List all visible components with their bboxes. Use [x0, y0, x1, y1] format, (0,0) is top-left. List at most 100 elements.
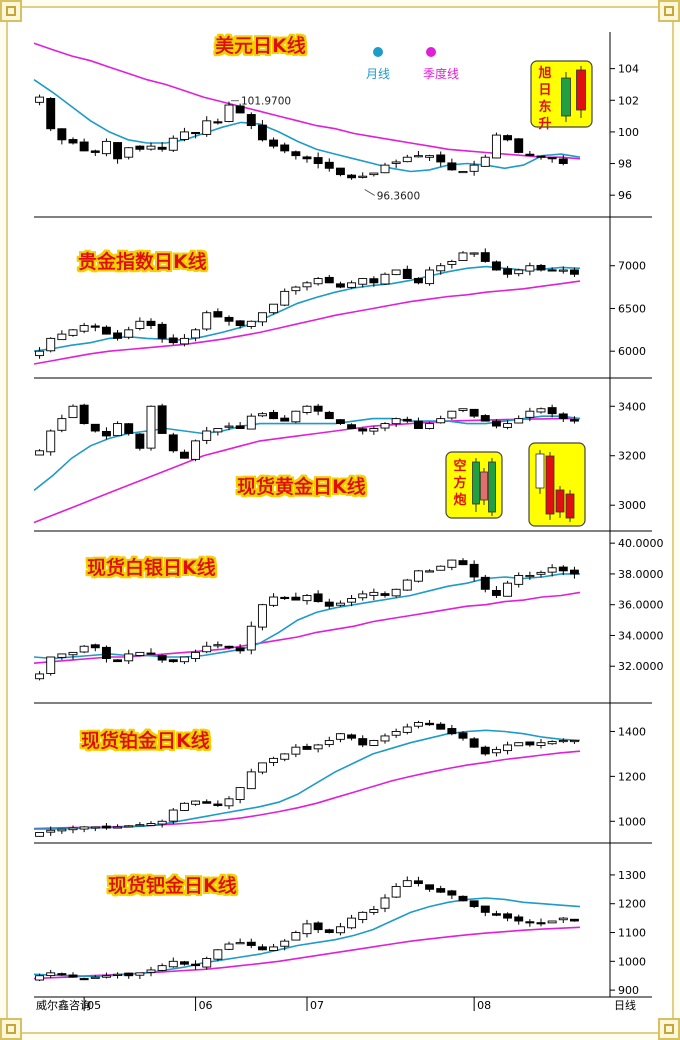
candle-up	[280, 290, 290, 306]
legend-dot	[426, 47, 436, 57]
candle-down	[447, 162, 457, 171]
candle-up	[191, 440, 201, 460]
candle-up	[313, 278, 323, 285]
candle-up	[525, 575, 535, 578]
candle-up	[436, 565, 446, 571]
candle-up	[491, 748, 501, 754]
y-tick-label: 6500	[618, 302, 646, 315]
candle-down	[57, 973, 67, 976]
candle-down	[525, 153, 535, 157]
panel-title: 现货黄金日K线	[237, 475, 366, 498]
candle-up	[101, 140, 111, 155]
candle-up	[46, 972, 56, 977]
candle-up	[302, 595, 312, 602]
candle-up	[68, 651, 78, 656]
candle-down	[469, 738, 479, 748]
candle-down	[113, 659, 123, 663]
candle-up	[202, 312, 212, 330]
candle-down	[124, 972, 134, 977]
mini-candle	[561, 77, 571, 117]
candle-down	[90, 423, 100, 432]
candle-up	[391, 269, 401, 276]
candle-down	[291, 596, 301, 601]
mini-candle	[488, 461, 496, 513]
candle-up	[179, 656, 189, 663]
candle-down	[313, 157, 323, 164]
candle-down	[425, 884, 435, 890]
candle-down	[569, 269, 579, 275]
candle-down	[491, 913, 501, 916]
candle-up	[146, 405, 156, 449]
footer-source: 威尔鑫咨询	[36, 998, 91, 1012]
candle-down	[469, 563, 479, 578]
candle-down	[168, 659, 178, 663]
candle-down	[458, 732, 468, 739]
candle-up	[335, 602, 345, 606]
candle-up	[380, 273, 390, 285]
candle-down	[558, 158, 568, 164]
candle-up	[135, 972, 145, 976]
price-annotation: 96.3600	[377, 190, 420, 202]
candle-up	[358, 593, 368, 599]
mini-candle	[576, 69, 586, 111]
candle-down	[503, 268, 513, 275]
candle-down	[335, 283, 345, 288]
legend-label: 季度线	[423, 66, 459, 81]
candle-up	[514, 269, 524, 275]
candle-down	[503, 135, 513, 141]
candle-down	[235, 320, 245, 327]
candle-down	[525, 741, 535, 746]
candle-up	[224, 425, 234, 428]
chart-panel-5: 1400 1200 1000 现货铂金日K线	[33, 703, 652, 844]
candle-down	[480, 252, 490, 262]
candle-up	[257, 604, 267, 628]
candle-down	[402, 418, 412, 422]
candle-down	[335, 167, 345, 176]
candle-up	[447, 261, 457, 265]
candle-up	[324, 739, 334, 746]
candle-down	[224, 316, 234, 322]
annotation-leader	[364, 189, 375, 196]
candle-up	[413, 155, 423, 158]
candle-down	[458, 560, 468, 566]
badge-char: 日	[538, 83, 551, 98]
y-tick-label: 1300	[618, 869, 646, 882]
candle-down	[179, 961, 189, 965]
candle-up	[369, 428, 379, 432]
candle-up	[257, 312, 267, 323]
candle-up	[46, 656, 56, 674]
badge-char: 炮	[453, 492, 466, 508]
candle-up	[168, 809, 178, 822]
mini-candle	[480, 471, 488, 501]
candle-down	[324, 601, 334, 607]
candle-up	[514, 418, 524, 424]
candle-down	[480, 905, 490, 913]
candle-down	[168, 337, 178, 344]
candle-up	[224, 104, 234, 122]
candle-up	[380, 897, 390, 909]
candle-up	[246, 771, 256, 790]
candle-up	[302, 405, 312, 413]
candle-up	[536, 742, 546, 746]
candle-down	[536, 264, 546, 271]
candle-up	[469, 164, 479, 172]
legend-label: 月线	[366, 67, 390, 81]
candle-up	[269, 303, 279, 314]
candle-up	[68, 405, 78, 419]
candle-up	[68, 329, 78, 336]
quarterly-ma-line	[33, 42, 581, 160]
candle-up	[391, 418, 401, 425]
candle-up	[35, 96, 45, 103]
candle-up	[113, 826, 123, 829]
candle-up	[46, 430, 56, 453]
frame-corner-ornament	[658, 0, 680, 22]
mini-candle	[545, 455, 555, 515]
candle-up	[425, 423, 435, 429]
candle-down	[79, 978, 89, 981]
candle-up	[391, 885, 401, 898]
candle-down	[569, 569, 579, 575]
candle-up	[213, 949, 223, 960]
candle-down	[113, 142, 123, 160]
badge-kong-fang-pao: 空方炮	[445, 451, 503, 519]
